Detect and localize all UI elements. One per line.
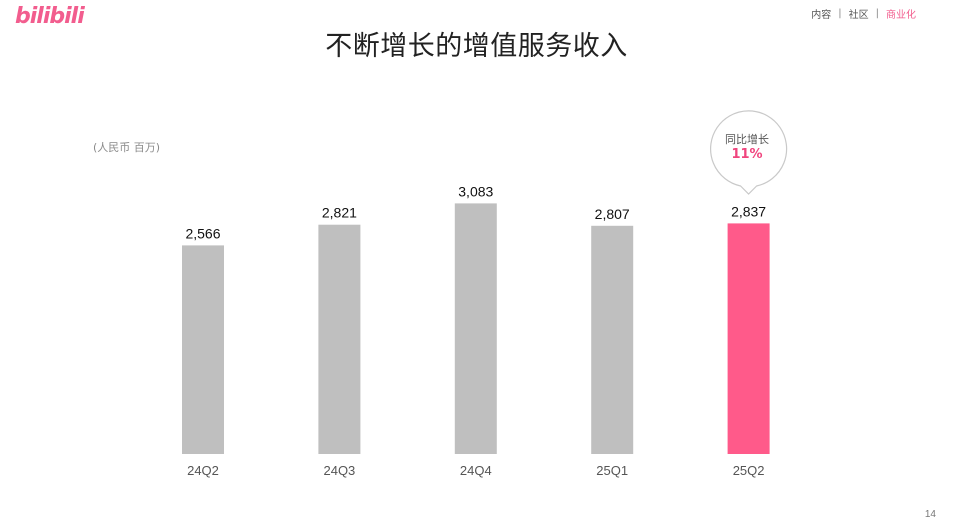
data-label-25Q1: 2,807 (595, 206, 630, 222)
top-nav: 内容 | 社区 | 商业化 (811, 6, 916, 21)
page-title: 不断增长的增值服务收入 (325, 31, 628, 62)
x-tick-label-24Q2: 24Q2 (187, 463, 219, 478)
x-tick-label-24Q4: 24Q4 (460, 463, 492, 478)
x-tick-label-25Q2: 25Q2 (733, 463, 765, 478)
nav-separator: | (838, 8, 842, 19)
yoy-growth-label: 同比增长 (725, 133, 769, 146)
yoy-growth-callout: 同比增长 11% (698, 133, 796, 163)
bar-24Q2 (182, 245, 224, 454)
bilibili-logo: bilibili (15, 4, 85, 29)
data-label-24Q4: 3,083 (458, 183, 493, 199)
nav-item-commercialization[interactable]: 商业化 (886, 10, 916, 21)
yoy-growth-value: 11% (731, 147, 763, 162)
page-number: 14 (924, 509, 936, 520)
x-tick-label-24Q3: 24Q3 (323, 463, 355, 478)
data-label-25Q2: 2,837 (731, 203, 766, 219)
nav-item-community[interactable]: 社区 (848, 10, 869, 21)
nav-item-content[interactable]: 内容 (811, 10, 832, 21)
bar-24Q3 (318, 224, 361, 454)
nav-separator: | (875, 8, 879, 19)
data-label-24Q3: 2,821 (322, 205, 357, 221)
bar-25Q1 (591, 225, 634, 454)
unit-label: (人民币 百万) (93, 141, 161, 154)
callout-bubble (710, 110, 788, 195)
bar-25Q2 (727, 223, 770, 454)
bar-24Q4 (454, 203, 497, 454)
data-label-24Q2: 2,566 (185, 225, 220, 241)
x-tick-label-25Q1: 25Q1 (596, 463, 628, 478)
